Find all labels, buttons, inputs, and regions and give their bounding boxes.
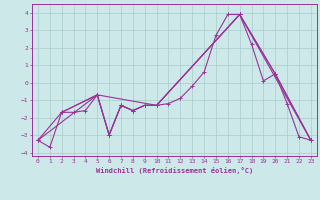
- X-axis label: Windchill (Refroidissement éolien,°C): Windchill (Refroidissement éolien,°C): [96, 167, 253, 174]
